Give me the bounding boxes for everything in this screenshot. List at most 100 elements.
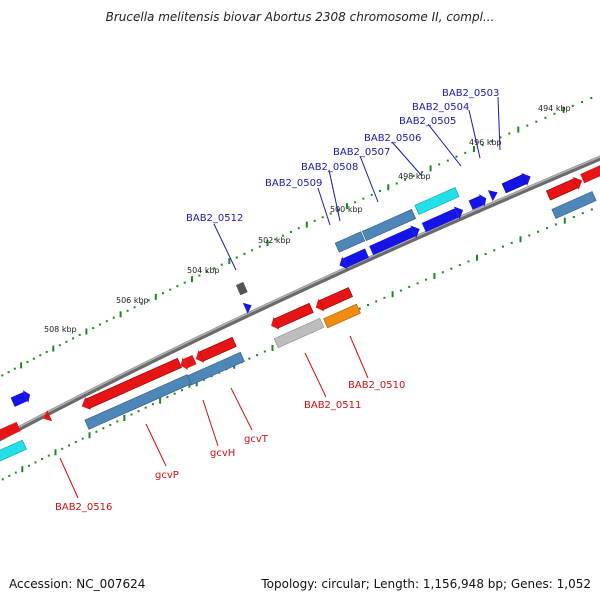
gene-BAB2_0512-glyph[interactable] [235, 281, 248, 296]
scale-bottom-tick-78 [590, 208, 593, 211]
scale-bottom-tick-61 [441, 271, 444, 274]
gene-BAB2_0506-glyph[interactable] [414, 187, 460, 215]
gene-BAB2_0512-arrow[interactable] [242, 300, 254, 314]
scale-top-tick-22 [133, 306, 136, 309]
gene-gcvH-glyph[interactable] [178, 353, 197, 372]
scale-top-tick-19 [112, 316, 115, 319]
scale-bottom-tick-60 [433, 273, 436, 279]
gene-label-gcvP[interactable]: gcvP [155, 470, 179, 481]
gene-left-blue-upper[interactable] [10, 388, 33, 409]
gene-label-BAB2_0509[interactable]: BAB2_0509 [265, 178, 322, 189]
scale-label-504: 504 kbp [187, 266, 220, 275]
gene-label-BAB2_0510[interactable]: BAB2_0510 [348, 380, 405, 391]
gene-label-gcvT[interactable]: gcvT [244, 434, 269, 445]
scale-bottom-tick-13 [74, 441, 77, 443]
scale-top-tick-52 [362, 197, 365, 200]
gene-upper-red-edge[interactable] [580, 163, 600, 184]
scale-top-tick-29 [183, 281, 186, 284]
scale-bottom-tick-7 [34, 461, 37, 464]
chromosome-backbone [0, 155, 600, 442]
scale-top-tick-12 [65, 340, 68, 343]
scale-label-506: 506 kbp [116, 296, 149, 305]
scale-bottom-tick-57 [408, 285, 411, 288]
scale-top-tick-11 [58, 344, 61, 347]
scale-top-tick-10 [52, 345, 55, 352]
scale-bottom-tick-65 [476, 254, 478, 261]
scale-bottom-tick-9 [47, 454, 50, 457]
scale-top-tick-20 [119, 311, 122, 318]
scale-bottom-tick-3 [8, 474, 11, 477]
gene-BAB2_0511-grey[interactable] [273, 317, 325, 349]
scale-bottom-tick-39 [263, 350, 266, 353]
scale-top-tick-62 [446, 159, 449, 162]
gene-BAB2_0516-glyph[interactable] [41, 410, 53, 424]
scale-bottom-tick-73 [546, 227, 548, 230]
gene-BAB2_0504-glyph[interactable] [487, 187, 500, 202]
scale-bottom-tick-4 [14, 471, 17, 474]
scale-label-494: 494 kbp [538, 104, 571, 113]
gene-label-BAB2_0506[interactable]: BAB2_0506 [364, 133, 421, 144]
gene-label-BAB2_0504[interactable]: BAB2_0504 [412, 102, 469, 113]
gene-BAB2_0507-glyph[interactable] [361, 209, 417, 241]
scale-bottom-tick-14 [81, 437, 84, 440]
gene-label-BAB2_0511[interactable]: BAB2_0511 [304, 400, 361, 411]
gene-BAB2_0508-glyph[interactable] [334, 231, 366, 253]
gene-BAB2_0511-glyph[interactable] [268, 301, 314, 332]
scale-top-tick-5 [20, 362, 23, 369]
scale-bottom-tick-2 [1, 478, 4, 481]
gene-BAB2_0507-arrow[interactable] [368, 223, 422, 257]
scale-bottom-tick-40 [271, 345, 274, 351]
gene-upper-steel-far-right[interactable] [551, 191, 597, 219]
scale-top-tick-18 [105, 320, 108, 323]
scale-label-496: 496 kbp [469, 138, 502, 147]
scale-top-tick-17 [99, 323, 101, 326]
scale-top-tick-41 [274, 238, 277, 241]
gene-left-cyan-edge[interactable] [0, 439, 27, 466]
scale-bottom-tick-69 [510, 241, 513, 244]
scale-top-tick-58 [412, 174, 415, 177]
gene-label-gcvH[interactable]: gcvH [210, 448, 235, 459]
scale-bottom-tick-70 [519, 236, 522, 243]
scale-bottom-tick-66 [484, 253, 487, 255]
scale-bottom-tick-67 [493, 249, 496, 252]
gene-gcvP-steel[interactable] [84, 374, 192, 430]
scale-top-tick-26 [162, 292, 164, 295]
scale-bottom-tick-74 [554, 223, 557, 226]
gene-BAB2_0509-glyph[interactable] [337, 247, 370, 272]
scale-bottom-tick-16 [95, 430, 98, 433]
gene-label-BAB2_0512[interactable]: BAB2_0512 [186, 213, 243, 224]
gene-gcvT-steel[interactable] [185, 351, 245, 387]
scale-bottom-tick-72 [537, 230, 540, 233]
gene-BAB2_0503-glyph[interactable] [501, 170, 533, 195]
gene-label-BAB2_0505[interactable]: BAB2_0505 [399, 116, 456, 127]
gene-BAB2_0510-orange[interactable] [323, 303, 361, 329]
scale-top-tick-53 [370, 193, 373, 196]
scale-top-tick-57 [404, 178, 407, 181]
gene-left-red-edge[interactable] [0, 420, 21, 448]
gene-label-BAB2_0507[interactable]: BAB2_0507 [333, 147, 390, 158]
scale-top-tick-16 [92, 327, 95, 330]
gene-gcvT-glyph[interactable] [193, 335, 237, 365]
scale-bottom-tick-18 [109, 423, 112, 426]
gene-BAB2_0506-arrow[interactable] [421, 204, 466, 234]
scale-bottom-tick-24 [151, 403, 154, 406]
scale-top-tick-35 [228, 258, 231, 265]
gene-BAB2_0505-glyph[interactable] [468, 192, 489, 212]
scale-top-tick-72 [535, 120, 538, 123]
scale-bottom-tick-23 [144, 406, 147, 409]
scale-bottom-tick-5 [21, 466, 24, 473]
gene-label-BAB2_0508[interactable]: BAB2_0508 [301, 162, 358, 173]
scale-top-tick-51 [354, 201, 357, 204]
gene-label-BAB2_0516[interactable]: BAB2_0516 [55, 502, 112, 513]
scale-top-tick-8 [39, 354, 42, 357]
scale-top-tick-54 [379, 190, 381, 192]
gene-label-BAB2_0503[interactable]: BAB2_0503 [442, 88, 499, 99]
scale-top-tick-36 [235, 256, 238, 259]
gene-upper-red-far-right[interactable] [545, 174, 585, 202]
gene-gcvP-glyph[interactable] [79, 356, 182, 412]
map-title: Brucella melitensis biovar Abortus 2308 … [105, 10, 495, 24]
gene-BAB2_0510-glyph[interactable] [313, 286, 353, 314]
scale-top-tick-47 [321, 216, 324, 219]
scale-label-508: 508 kbp [44, 325, 77, 334]
scale-bottom-tick-53 [375, 300, 378, 303]
